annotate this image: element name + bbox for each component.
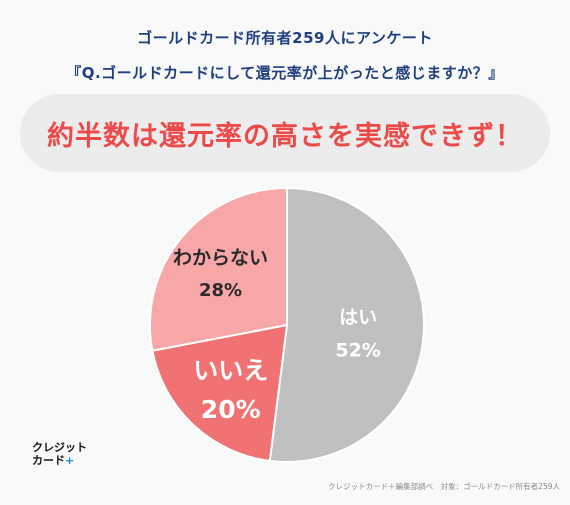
slice-label-2: いいえ <box>193 356 268 385</box>
headline-banner: 約半数は還元率の高さを実感できず！ <box>20 94 550 172</box>
slice-label-1: はい <box>339 306 377 328</box>
logo-line1: クレジット <box>32 441 87 454</box>
slice-label-3: わからない <box>173 247 268 269</box>
survey-question: 『Q.ゴールドカードにして還元率が上がったと感じますか？』 <box>66 64 504 82</box>
headline-text: 約半数は還元率の高さを実感できず！ <box>47 120 523 152</box>
slice-value-1: 52% <box>335 339 380 361</box>
source-note: クレジットカード＋編集部調べ 対象：ゴールドカード所有者259人 <box>328 482 560 491</box>
brand-logo: クレジット カード+ <box>32 441 87 467</box>
survey-heading: ゴールドカード所有者259人にアンケート <box>137 29 433 47</box>
pie-slice-3 <box>149 186 288 352</box>
slice-value-3: 28% <box>199 280 242 301</box>
logo-plus: + <box>65 454 75 467</box>
pie-slice-1 <box>268 186 425 463</box>
logo-line2: カード <box>32 454 65 467</box>
pie-slice-2 <box>151 323 289 463</box>
slice-value-2: 20% <box>201 395 261 424</box>
